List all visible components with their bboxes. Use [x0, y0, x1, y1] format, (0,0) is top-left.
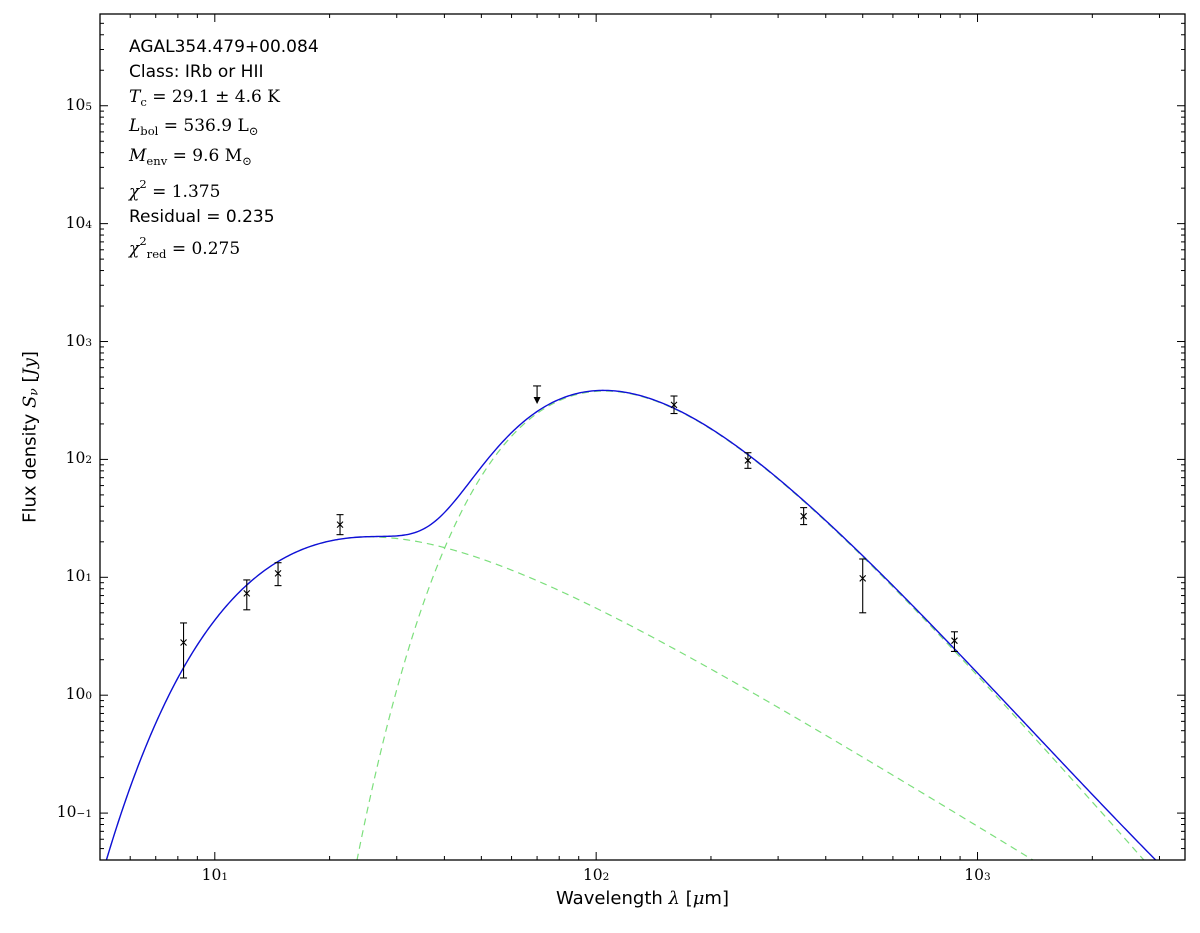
x-marker — [800, 512, 808, 520]
warm-component-curve — [105, 536, 1035, 860]
info-line-bolometric-luminosity: Lbol = 536.9 L⊙ — [129, 114, 319, 144]
text-segment: ⊙ — [242, 153, 252, 168]
x-marker — [951, 637, 958, 645]
cold-component-curve — [356, 390, 1145, 860]
text-segment: λ — [668, 888, 680, 909]
text-segment: 2 — [139, 177, 147, 192]
y-tick-label: 102 — [65, 449, 92, 468]
data-points — [180, 385, 958, 679]
text-segment: red — [146, 246, 167, 261]
text-segment: = 1.375 — [146, 182, 221, 203]
data-point — [950, 631, 958, 652]
data-point — [274, 562, 282, 587]
data-point — [670, 395, 678, 415]
y-axis-label: Flux density Sν [Jy] — [19, 351, 40, 523]
text-segment: T — [129, 86, 141, 107]
text-segment: = 9.6 M — [167, 145, 243, 166]
fit-info-block: AGAL354.479+00.084 Class: IRb or HII Tc = … — [129, 35, 319, 267]
text-segment: AGAL354.479+00.084 — [129, 37, 319, 57]
data-point — [336, 514, 344, 536]
text-segment: = 0.275 — [166, 239, 241, 260]
info-line-source-name: AGAL354.479+00.084 — [129, 35, 319, 60]
x-marker — [180, 639, 187, 646]
text-segment: [ — [19, 375, 41, 389]
x-tick-label: 103 — [964, 866, 991, 884]
text-segment: χ — [129, 182, 140, 203]
text-segment: [ — [679, 888, 693, 909]
info-line-chi-squared-reduced: χ2red = 0.275 — [129, 230, 319, 267]
total-model-curve — [105, 389, 1157, 860]
info-line-class: Class: IRb or HII — [129, 60, 319, 85]
x-tick-label: 102 — [582, 866, 610, 884]
text-segment: c — [140, 94, 147, 109]
data-point — [243, 579, 251, 611]
plot-frame — [99, 13, 1186, 861]
text-segment: = 536.9 L — [158, 116, 249, 137]
text-segment: = 29.1 ± 4.6 K — [146, 86, 280, 107]
text-segment: env — [146, 153, 168, 168]
text-segment: 2 — [139, 234, 147, 248]
x-marker — [859, 574, 867, 582]
info-line-residual: Residual = 0.235 — [129, 205, 319, 230]
text-segment: L — [129, 116, 141, 137]
upper-limit-arrowhead — [533, 396, 541, 404]
text-segment: Class: IRb or HII — [129, 61, 264, 82]
text-segment: Wavelength — [556, 888, 669, 909]
text-segment: Residual = 0.235 — [129, 207, 275, 228]
ticks — [100, 14, 1185, 860]
text-segment: χ — [129, 239, 140, 260]
text-segment: bol — [140, 123, 159, 138]
text-segment: S — [19, 395, 41, 409]
text-segment: Jy — [19, 358, 41, 376]
x-marker — [670, 401, 678, 409]
info-line-dust-temperature: Tc = 29.1 ± 4.6 K — [129, 85, 319, 115]
y-tick-label: 104 — [65, 213, 92, 232]
x-marker — [274, 569, 282, 577]
info-line-envelope-mass: Menv = 9.6 M⊙ — [129, 144, 319, 174]
data-point — [859, 558, 867, 614]
data-point — [180, 622, 188, 679]
x-marker — [243, 590, 251, 597]
text-segment: ] — [19, 351, 41, 359]
x-tick-label: 101 — [201, 866, 228, 884]
text-segment: μ — [692, 888, 705, 909]
data-point — [533, 385, 542, 404]
text-segment: ν — [26, 388, 41, 396]
y-tick-label: 100 — [65, 685, 92, 704]
text-segment: ⊙ — [248, 123, 259, 138]
y-tick-label: 103 — [65, 331, 92, 350]
x-marker — [744, 457, 752, 464]
model-curves — [105, 389, 1157, 860]
text-segment: m] — [704, 888, 729, 909]
y-tick-label: 10−1 — [56, 803, 92, 822]
text-segment: M — [129, 145, 147, 166]
x-axis-label: Wavelength λ [μm] — [100, 888, 1185, 909]
data-point — [744, 452, 752, 469]
info-line-chi-squared: χ2 = 1.375 — [129, 173, 319, 205]
y-tick-label: 101 — [65, 567, 92, 586]
y-tick-label: 105 — [65, 95, 92, 114]
x-marker — [336, 521, 344, 528]
data-point — [800, 507, 808, 526]
